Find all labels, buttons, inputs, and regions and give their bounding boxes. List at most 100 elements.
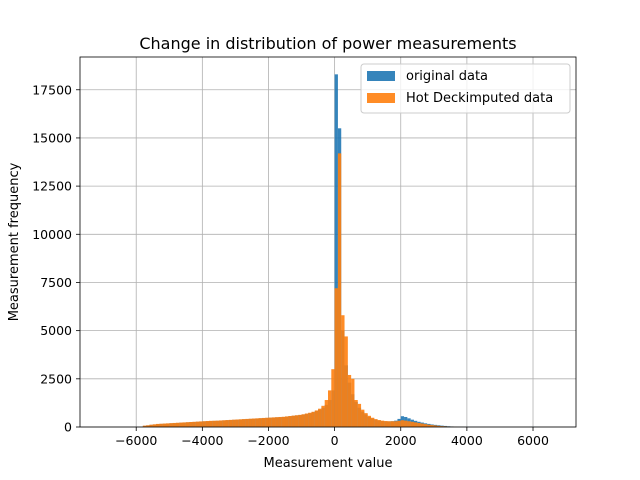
histogram-bar	[404, 420, 408, 427]
histogram-bar	[370, 417, 375, 427]
histogram-bar	[427, 424, 431, 427]
grid-lines	[80, 57, 576, 428]
histogram-bar	[278, 416, 282, 427]
histogram-bar	[218, 420, 223, 427]
histogram-bar	[430, 425, 434, 427]
x-tick-label: 2000	[385, 433, 417, 448]
histogram-bar	[212, 420, 216, 427]
histogram-bar	[298, 414, 302, 427]
x-axis-ticks: −6000 −4000 −2000 0 2000 4000 6000	[115, 427, 549, 448]
y-tick-label: 12500	[32, 179, 72, 194]
histogram-bar	[331, 369, 335, 427]
y-tick-label: 0	[64, 420, 72, 435]
histogram-bar	[380, 420, 385, 427]
histogram-bar	[185, 422, 190, 427]
histogram-bar	[328, 390, 332, 427]
x-tick-label: 0	[331, 433, 339, 448]
x-axis-label: Measurement value	[264, 456, 393, 471]
histogram-bar	[354, 400, 358, 427]
histogram-bar	[400, 420, 405, 427]
y-axis-ticks: 0 2500 5000 7500 10000 12500 15000 17500	[32, 82, 80, 435]
legend-label-original: original data	[406, 69, 488, 84]
histogram-bars	[142, 74, 540, 428]
legend-box	[360, 63, 571, 114]
histogram-bar	[169, 423, 173, 427]
histogram-bar	[361, 409, 365, 427]
histogram-bar	[156, 423, 160, 427]
histogram-bar	[232, 419, 236, 427]
histogram-bar	[314, 410, 319, 427]
histogram-bar	[397, 420, 401, 427]
histogram-bar	[149, 424, 153, 427]
histogram-bar	[337, 153, 342, 427]
histogram-bar	[304, 413, 309, 427]
histogram-bar	[407, 421, 411, 427]
histogram-bar	[165, 423, 170, 427]
histogram-bar	[255, 418, 259, 427]
histogram-bar	[288, 416, 292, 427]
histogram-bar	[351, 378, 355, 427]
histogram-bar	[308, 412, 312, 427]
histogram-bar	[324, 400, 328, 427]
histogram-bar	[364, 413, 368, 427]
histogram-bar	[215, 420, 219, 427]
histogram-bar	[321, 405, 325, 427]
histogram-bar	[301, 414, 305, 427]
histogram-bar	[235, 419, 239, 427]
histogram-bar	[387, 421, 391, 427]
histogram-bar	[374, 419, 378, 427]
histogram-bar	[341, 315, 345, 427]
histogram-bar	[410, 421, 414, 427]
histogram-bar	[318, 408, 322, 427]
histogram-bar	[377, 420, 381, 427]
y-tick-label: 17500	[32, 82, 72, 97]
histogram-bar	[440, 426, 444, 427]
x-tick-label: −2000	[247, 433, 289, 448]
y-tick-label: 10000	[32, 227, 72, 242]
histogram-bar	[175, 422, 180, 427]
histogram-bar	[357, 403, 362, 427]
plot-frame	[79, 56, 577, 428]
histogram-bar	[367, 415, 371, 427]
histogram-bar	[285, 416, 289, 427]
chart-title: Change in distribution of power measurem…	[139, 34, 516, 53]
histogram-bar	[271, 417, 276, 427]
histogram-bar	[384, 421, 388, 427]
histogram-bar	[208, 420, 213, 427]
histogram-bar	[258, 418, 262, 427]
histogram-bar	[228, 419, 233, 427]
histogram-bar	[248, 418, 252, 427]
y-tick-label: 5000	[40, 323, 72, 338]
histogram-bar	[205, 421, 209, 427]
histogram-bar	[291, 415, 295, 427]
legend-label-imputed: Hot Deckimputed data	[406, 91, 553, 106]
histogram-bar	[334, 288, 338, 427]
histogram-bar	[199, 421, 203, 427]
legend-swatch-imputed	[367, 93, 395, 103]
histogram-bar	[179, 422, 183, 427]
histogram-bar	[268, 417, 272, 427]
histogram-bar	[413, 422, 418, 427]
histogram-bar	[162, 423, 166, 427]
histogram-bar	[390, 421, 395, 427]
histogram-bar	[347, 374, 352, 427]
histogram-bar	[311, 411, 315, 427]
x-tick-label: 6000	[517, 433, 549, 448]
histogram-bar	[172, 422, 176, 427]
histogram-bar	[394, 421, 398, 427]
y-tick-label: 2500	[40, 371, 72, 386]
histogram-bar	[334, 74, 338, 427]
histogram-bar	[275, 417, 279, 427]
histogram-bar	[437, 425, 441, 427]
histogram-bar	[242, 419, 246, 427]
x-tick-label: −6000	[115, 433, 157, 448]
legend-swatch-original	[367, 71, 395, 81]
histogram-bar	[420, 423, 424, 427]
histogram-bar	[222, 420, 226, 427]
histogram-bar	[261, 417, 266, 427]
histogram-bar	[142, 425, 147, 427]
histogram-bar	[265, 417, 269, 427]
y-tick-label: 7500	[40, 275, 72, 290]
histogram-bar	[192, 421, 196, 427]
